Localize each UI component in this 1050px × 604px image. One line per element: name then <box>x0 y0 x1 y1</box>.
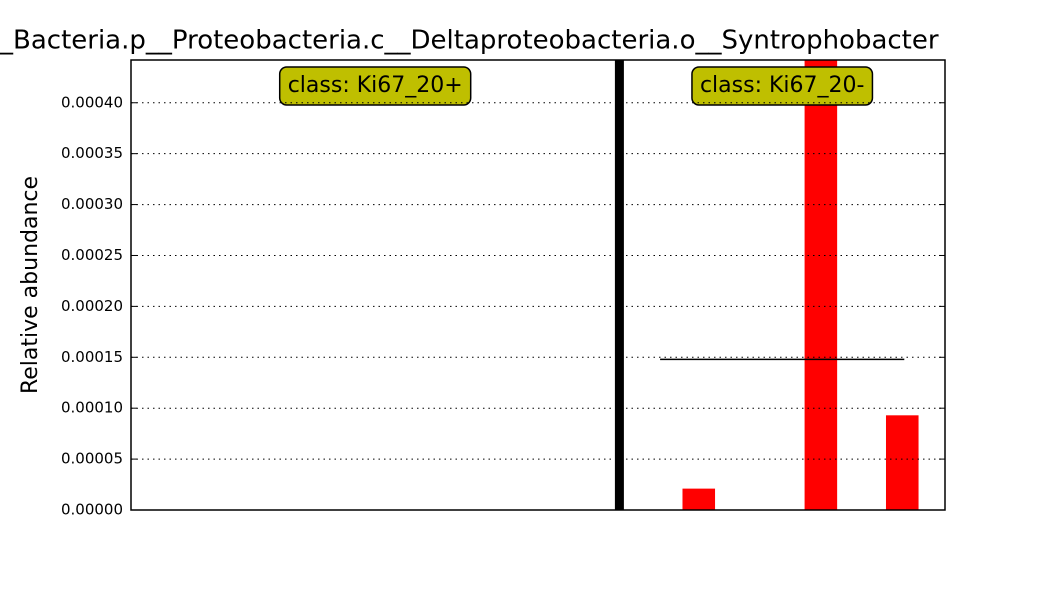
chart-title: _Bacteria.p__Proteobacteria.c__Deltaprot… <box>0 26 939 56</box>
class-label-box <box>691 66 874 106</box>
y-tick-label: 0.00025 <box>61 246 123 264</box>
y-tick-label: 0.00000 <box>61 501 123 519</box>
y-tick-label: 0.00035 <box>61 144 123 162</box>
bar <box>804 60 838 510</box>
class-label: class: Ki67_20- <box>700 73 864 98</box>
bar <box>885 415 919 510</box>
overlay: class: Ki67_20+ class: Ki67_20- <box>130 59 946 511</box>
y-tick-label: 0.00030 <box>61 195 123 213</box>
y-tick-label: 0.00015 <box>61 348 123 366</box>
bar <box>682 488 716 510</box>
y-tick-label: 0.00005 <box>61 450 123 468</box>
y-axis-label: Relative abundance <box>18 176 43 394</box>
y-tick-label: 0.00010 <box>61 399 123 417</box>
y-tick-label: 0.00020 <box>61 297 123 315</box>
class-label: class: Ki67_20+ <box>288 73 463 98</box>
y-tick-label: 0.00040 <box>61 93 123 111</box>
plot-area <box>660 60 919 510</box>
class-label-box <box>278 66 472 106</box>
